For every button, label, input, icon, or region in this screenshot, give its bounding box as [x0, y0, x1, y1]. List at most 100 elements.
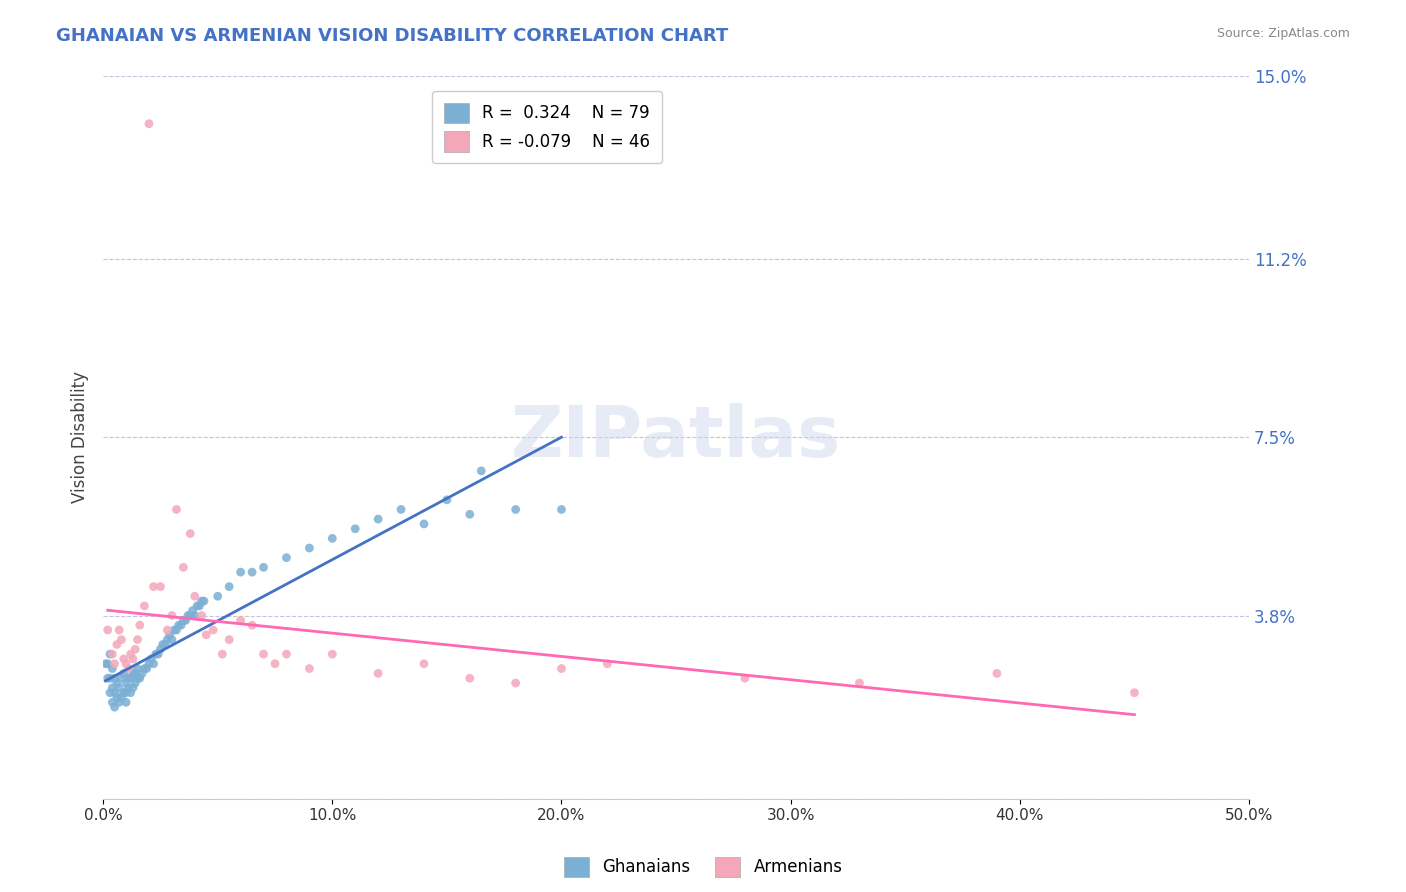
Point [181, 604, 204, 618]
Point [166, 502, 188, 516]
Point [134, 662, 156, 676]
Point [97, 623, 120, 637]
Point [101, 681, 124, 695]
Point [117, 662, 139, 676]
Point [229, 613, 252, 627]
Point [152, 637, 174, 651]
Point [229, 565, 252, 579]
Point [127, 632, 149, 647]
Point [172, 560, 194, 574]
Point [97, 671, 120, 685]
Point [149, 580, 172, 594]
Point [153, 637, 176, 651]
Legend: R =  0.324    N = 79, R = -0.079    N = 46: R = 0.324 N = 79, R = -0.079 N = 46 [432, 91, 662, 163]
Point [110, 671, 132, 685]
Point [134, 599, 156, 613]
Point [179, 526, 201, 541]
Point [160, 632, 183, 647]
Point [179, 608, 201, 623]
Text: GHANAIAN VS ARMENIAN VISION DISABILITY CORRELATION CHART: GHANAIAN VS ARMENIAN VISION DISABILITY C… [56, 27, 728, 45]
Point [550, 662, 572, 676]
Point [1123, 686, 1146, 700]
Point [110, 632, 132, 647]
Point [98, 671, 121, 685]
Point [596, 657, 619, 671]
Point [413, 516, 436, 531]
Point [124, 642, 146, 657]
Point [190, 608, 212, 623]
Point [218, 580, 240, 594]
Point [108, 681, 131, 695]
Point [184, 608, 207, 623]
Point [264, 657, 287, 671]
Y-axis label: Vision Disability: Vision Disability [72, 371, 89, 503]
Point [146, 647, 169, 661]
Point [105, 676, 128, 690]
Point [505, 676, 527, 690]
Point [156, 623, 179, 637]
Point [142, 580, 165, 594]
Point [103, 657, 125, 671]
Point [98, 686, 121, 700]
Point [458, 508, 481, 522]
Point [128, 618, 150, 632]
Point [149, 642, 172, 657]
Point [112, 652, 135, 666]
Point [211, 647, 233, 661]
Point [367, 512, 389, 526]
Point [166, 623, 188, 637]
Point [734, 671, 756, 685]
Point [122, 681, 145, 695]
Point [276, 647, 298, 661]
Point [124, 666, 146, 681]
Point [321, 647, 343, 661]
Point [193, 594, 215, 608]
Point [367, 666, 389, 681]
Point [94, 657, 117, 671]
Point [276, 550, 298, 565]
Point [115, 676, 138, 690]
Point [115, 657, 138, 671]
Point [105, 637, 128, 651]
Point [101, 662, 124, 676]
Point [110, 690, 132, 705]
Point [135, 662, 157, 676]
Point [112, 686, 135, 700]
Point [163, 623, 186, 637]
Point [145, 647, 167, 661]
Point [112, 666, 135, 681]
Point [138, 117, 160, 131]
Point [101, 647, 124, 661]
Point [167, 618, 190, 632]
Point [298, 662, 321, 676]
Point [298, 541, 321, 555]
Point [550, 502, 572, 516]
Point [115, 686, 138, 700]
Point [97, 657, 120, 671]
Point [108, 623, 131, 637]
Point [240, 618, 263, 632]
Point [184, 589, 207, 603]
Point [131, 666, 153, 681]
Point [177, 608, 200, 623]
Point [138, 657, 160, 671]
Text: Source: ZipAtlas.com: Source: ZipAtlas.com [1216, 27, 1350, 40]
Point [344, 522, 367, 536]
Point [172, 613, 194, 627]
Legend: Ghanaians, Armenians: Ghanaians, Armenians [557, 850, 849, 884]
Point [458, 671, 481, 685]
Point [252, 647, 274, 661]
Point [101, 695, 124, 709]
Point [156, 632, 179, 647]
Point [120, 671, 142, 685]
Point [103, 671, 125, 685]
Point [986, 666, 1008, 681]
Point [124, 676, 146, 690]
Point [207, 589, 229, 603]
Point [170, 618, 193, 632]
Point [117, 671, 139, 685]
Point [122, 652, 145, 666]
Point [142, 657, 165, 671]
Point [122, 666, 145, 681]
Point [115, 695, 138, 709]
